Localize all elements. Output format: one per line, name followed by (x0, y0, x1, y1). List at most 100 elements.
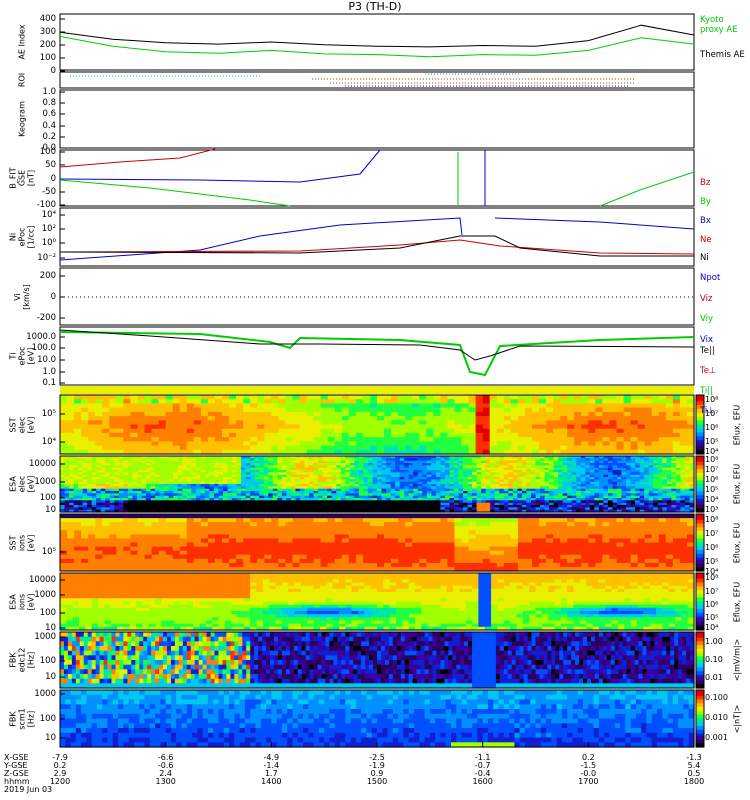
spectrogram-cell (102, 514, 110, 519)
spectrogram-cell (684, 484, 690, 487)
spectrogram-cell (186, 477, 192, 480)
spectrogram-cell (263, 470, 269, 473)
spectrogram-cell (263, 486, 269, 490)
spectrogram-cell (390, 474, 396, 478)
spectrogram-cell (422, 456, 428, 459)
spectrogram-cell (207, 530, 216, 535)
spectrogram-cell (458, 498, 464, 501)
spectrogram-cell (254, 465, 260, 469)
spectrogram-cell (426, 474, 432, 478)
spectrogram-cell (300, 456, 306, 459)
spectrogram-cell (386, 479, 392, 483)
spectrogram-cell (109, 437, 117, 442)
spectrogram-cell (158, 534, 167, 540)
spectrogram-cell (245, 479, 251, 483)
spectrogram-cell (391, 449, 399, 455)
spectrogram-cell (223, 467, 229, 471)
spectrogram-cell (602, 445, 610, 451)
spectrogram-cell (617, 460, 623, 464)
spectrogram-cell (204, 456, 210, 459)
spectrogram-cell (482, 424, 491, 430)
spectrogram-cell (609, 424, 618, 430)
spectrogram-cell (232, 467, 238, 471)
spectrogram-cell (472, 495, 478, 499)
spectrogram-cell (363, 467, 369, 471)
spectrogram-cell (499, 509, 505, 513)
spectrogram-cell (186, 463, 192, 466)
spectrogram-cell (648, 491, 654, 494)
spectrogram-cell (399, 486, 405, 490)
spectrogram-cell (531, 463, 537, 466)
spectrogram-cell (562, 463, 568, 466)
spectrogram-cell (144, 518, 153, 523)
spectrogram-cell (399, 484, 405, 487)
spectrogram-cell (214, 486, 220, 490)
spectrogram-cell (60, 407, 68, 413)
spectrogram-cell (236, 449, 244, 455)
spectrogram-cell (657, 491, 663, 494)
spectrogram-cell (372, 456, 378, 459)
spectrogram-cell (675, 484, 681, 487)
spectrogram-cell (558, 467, 564, 471)
spectrogram-cell (250, 456, 256, 459)
spectrogram-cell (127, 463, 133, 466)
spectrogram-cell (277, 479, 283, 483)
spectrogram-cell (123, 546, 131, 552)
spectrogram-cell (381, 502, 387, 506)
spectrogram-cell (146, 502, 152, 506)
spectrogram-cell (390, 498, 396, 501)
spectrogram-cell (74, 420, 82, 426)
spectrogram-cell (481, 495, 487, 499)
spectrogram-cell (150, 456, 156, 459)
spectrogram-cell (215, 428, 223, 434)
spectrogram-cell (440, 488, 446, 492)
spectrogram-cell (151, 530, 160, 535)
spectrogram-cell (512, 500, 518, 504)
spectrogram-cell (580, 481, 586, 485)
spectrogram-cell (285, 428, 293, 434)
spectrogram-cell (617, 477, 623, 480)
spectrogram-cell (158, 449, 167, 455)
spectrogram-cell (458, 505, 464, 508)
spectrogram-cell (665, 407, 674, 413)
spectrogram-cell (141, 477, 147, 480)
spectrogram-cell (193, 538, 202, 544)
spectrogram-cell (496, 416, 505, 421)
spectrogram-cell (567, 474, 573, 478)
spectrogram-cell (281, 507, 287, 511)
spectrogram-cell (218, 495, 224, 499)
spectrogram-cell (644, 460, 650, 464)
spectrogram-cell (272, 458, 278, 462)
spectrogram-cell (458, 460, 464, 464)
spectrogram-cell (589, 491, 595, 494)
spectrogram-cell (482, 395, 491, 400)
spectrogram-cell (91, 505, 97, 508)
spectrogram-cell (482, 420, 491, 426)
spectrogram-cell (60, 509, 66, 513)
spectrogram-cell (377, 395, 385, 400)
spectrogram-cell (454, 505, 460, 508)
spectrogram-cell (539, 437, 547, 442)
spectrogram-cell (118, 505, 124, 508)
spectrogram-cell (594, 470, 600, 473)
spectrogram-cell (82, 465, 88, 469)
spectrogram-cell (241, 505, 247, 508)
spectrogram-cell (358, 509, 364, 513)
spectrogram-cell (195, 493, 201, 497)
spectrogram-cell (472, 460, 478, 464)
spectrogram-cell (687, 399, 695, 404)
spectrogram-cell (345, 502, 351, 506)
spectrogram-cell (621, 458, 627, 462)
spectrogram-cell (64, 509, 70, 513)
spectrogram-cell (146, 479, 152, 483)
spectrogram-cell (512, 460, 518, 464)
spectrogram-cell (349, 495, 355, 499)
spectrogram-cell (123, 505, 129, 508)
spectrogram-cell (60, 488, 66, 492)
spectrogram-cell (399, 500, 405, 504)
spectrogram-cell (489, 395, 498, 400)
spectrogram-cell (431, 486, 437, 490)
spectrogram-cell (472, 458, 478, 462)
spectrogram-cell (193, 566, 202, 572)
spectrogram-cell (209, 456, 215, 459)
